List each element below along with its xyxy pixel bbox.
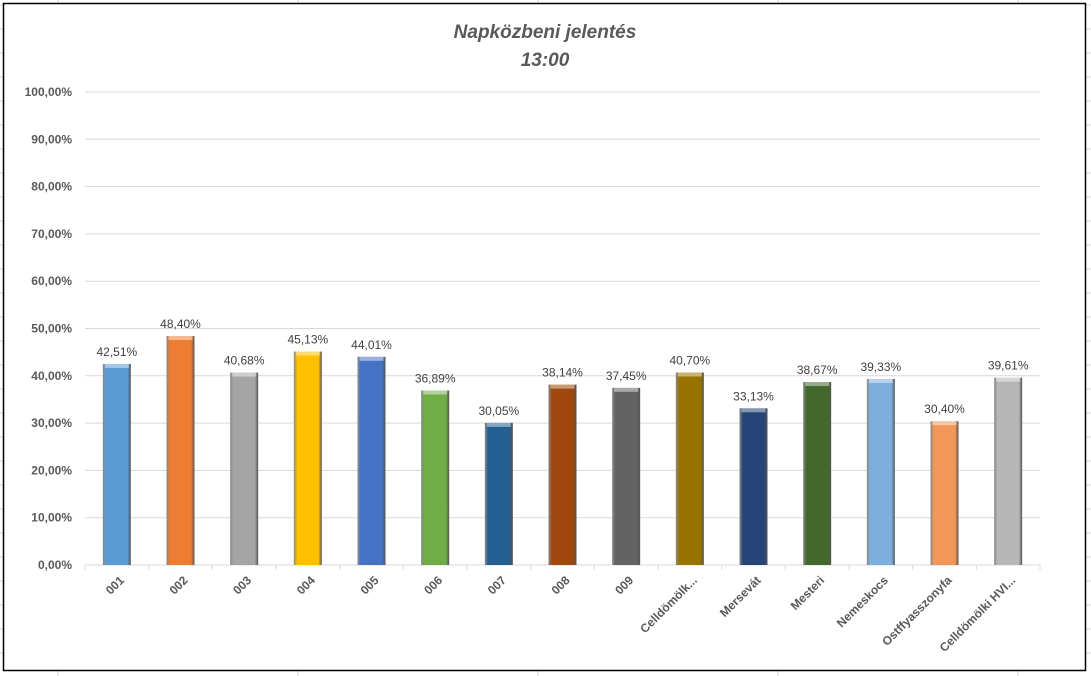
data-label: 30,05% (478, 404, 519, 418)
data-label: 48,40% (160, 317, 201, 331)
y-tick-label: 0,00% (38, 558, 72, 572)
bar-bevel (359, 356, 384, 361)
y-tick-label: 90,00% (31, 132, 72, 146)
data-label: 39,33% (860, 360, 901, 374)
y-tick-label: 30,00% (31, 416, 72, 430)
bar[interactable] (102, 363, 131, 565)
data-label: 30,40% (924, 402, 965, 416)
y-tick-label: 60,00% (31, 274, 72, 288)
bar[interactable] (548, 384, 577, 565)
data-label: 40,68% (224, 354, 265, 368)
bar-bevel (805, 382, 830, 387)
bar-bevel (868, 378, 893, 383)
bar-bevel (741, 408, 766, 413)
bar-bevel (486, 422, 511, 427)
data-label: 45,13% (287, 333, 328, 347)
bar-bevel (295, 351, 320, 356)
y-tick-label: 70,00% (31, 227, 72, 241)
bar[interactable] (930, 421, 959, 565)
data-label: 33,13% (733, 389, 774, 403)
data-label: 36,89% (415, 372, 456, 386)
bar[interactable] (357, 356, 386, 565)
data-label: 40,70% (669, 353, 710, 367)
bar[interactable] (866, 378, 895, 565)
bar-bevel (996, 377, 1021, 382)
y-tick-label: 80,00% (31, 180, 72, 194)
bar[interactable] (230, 372, 259, 565)
bar[interactable] (484, 422, 513, 565)
bar[interactable] (421, 390, 450, 565)
y-tick-label: 40,00% (31, 369, 72, 383)
bar-bevel (168, 336, 193, 341)
bar-bevel (550, 384, 575, 389)
bar[interactable] (739, 408, 768, 565)
chart-subtitle: 13:00 (521, 50, 570, 71)
bar-bevel (104, 363, 129, 368)
bar-bevel (423, 390, 448, 395)
bar-bevel (932, 421, 957, 426)
bar[interactable] (675, 372, 704, 565)
y-tick-label: 50,00% (31, 322, 72, 336)
bar[interactable] (803, 382, 832, 565)
data-label: 37,45% (606, 369, 647, 383)
bar[interactable] (166, 336, 195, 565)
y-tick-label: 100,00% (25, 85, 73, 99)
data-label: 39,61% (988, 359, 1029, 373)
bar-bevel (614, 387, 639, 392)
data-label: 38,67% (797, 363, 838, 377)
bar-bevel (677, 372, 702, 377)
data-label: 38,14% (542, 366, 583, 380)
bar[interactable] (612, 387, 641, 565)
bar-bevel (232, 372, 257, 377)
data-label: 42,51% (96, 345, 137, 359)
bar[interactable] (994, 377, 1023, 565)
chart-title: Napközbeni jelentés (454, 22, 637, 43)
y-tick-label: 10,00% (31, 511, 72, 525)
y-tick-label: 20,00% (31, 463, 72, 477)
bar[interactable] (293, 351, 322, 565)
data-label: 44,01% (351, 338, 392, 352)
